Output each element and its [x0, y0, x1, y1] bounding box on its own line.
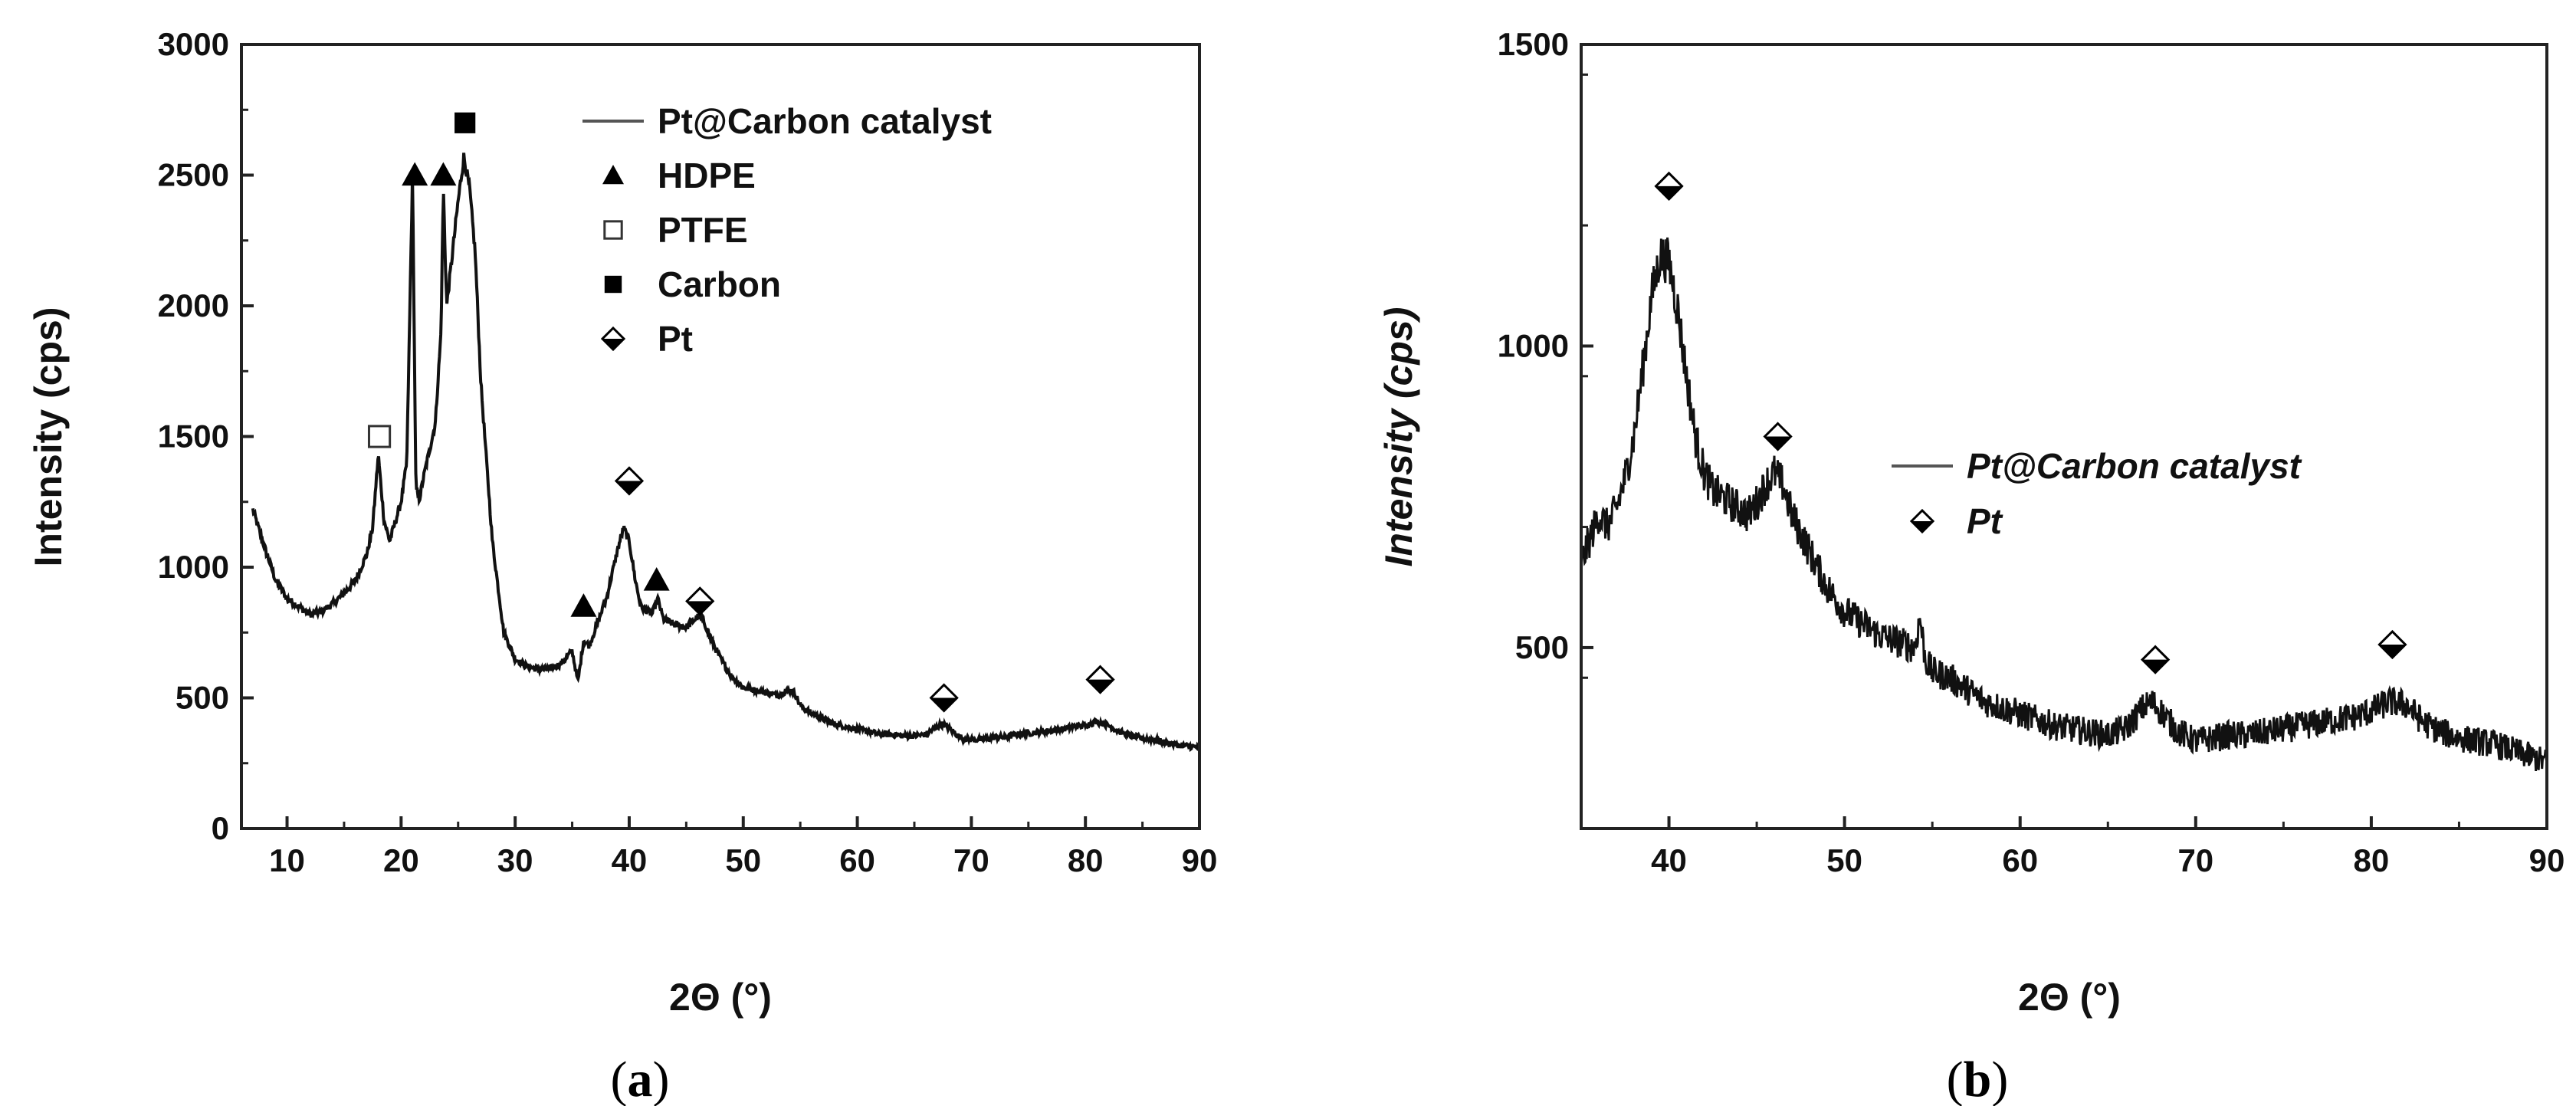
legend-item-pt: Pt — [1909, 501, 2003, 541]
legend-symbol-hdpe — [602, 165, 624, 185]
pt-marker — [1654, 171, 1684, 202]
x-tick-label-40: 40 — [1651, 842, 1687, 878]
y-axis-label-b: Intensity (cps) — [1377, 307, 1420, 567]
x-tick-label-80: 80 — [1068, 842, 1104, 878]
legend-a: Pt@Carbon catalyst HDPE PTFE Carbon Pt — [582, 101, 992, 359]
series-b — [1581, 237, 2547, 772]
y-tick-label-2500: 2500 — [158, 157, 229, 193]
y-tick-label-1000: 1000 — [158, 549, 229, 585]
x-tick-label-10: 10 — [269, 842, 305, 878]
x-axis-label-a: 2Θ (°) — [669, 976, 772, 1019]
x-axis-label-b: 2Θ (°) — [2018, 976, 2121, 1019]
legend-item-ptfe: PTFE — [603, 210, 748, 250]
chart-panel-b: 40 50 60 70 80 90 500 1000 1500 Pt@Carbon cataly… — [1377, 26, 2565, 1106]
panel-caption-b: (b) — [1947, 1052, 2009, 1106]
ptfe-marker — [367, 425, 392, 448]
y-tick-label-0: 0 — [212, 810, 229, 846]
y-tick-label-1500: 1500 — [158, 418, 229, 455]
legend-label-pt: Pt — [658, 319, 693, 359]
y-axis-label-b-text: Intensity (cps) — [1377, 307, 1420, 567]
y-tick-label-500: 500 — [1515, 629, 1569, 665]
legend-label-pt-carbon-catalyst: Pt@Carbon catalyst — [658, 101, 992, 141]
y-tick-label-500: 500 — [176, 680, 229, 716]
x-tick-label-40: 40 — [612, 842, 648, 878]
legend-b: Pt@Carbon catalyst Pt — [1892, 446, 2302, 541]
legend-item-pt-carbon-catalyst: Pt@Carbon catalyst — [1892, 446, 2302, 486]
x-tick-label-90: 90 — [2529, 842, 2565, 878]
plot-frame-b — [1580, 43, 2548, 830]
x-tick-label-90: 90 — [1182, 842, 1218, 878]
y-tick-label-1000: 1000 — [1498, 327, 1569, 363]
x-tick-label-80: 80 — [2354, 842, 2390, 878]
markers-a — [367, 112, 1115, 713]
legend-item-pt: Pt — [600, 319, 693, 359]
x-axis-label-b-text: 2Θ (°) — [2018, 976, 2121, 1019]
legend-label-carbon: Carbon — [658, 264, 781, 304]
pt-marker — [1763, 422, 1793, 451]
chart-panel-a: 10 20 30 40 50 60 70 80 90 0 500 1000 1500 2000 2500 30… — [27, 26, 1217, 1106]
panel-caption-a-letter: a — [628, 1052, 653, 1106]
legend-symbol-ptfe — [603, 220, 623, 240]
hdpe-marker — [570, 593, 597, 617]
y-tick-label-1500: 1500 — [1498, 26, 1569, 62]
legend-label-ptfe: PTFE — [658, 210, 748, 250]
legend-symbol-carbon — [604, 275, 622, 294]
legend-label-pt-carbon-catalyst: Pt@Carbon catalyst — [1967, 446, 2302, 486]
x-tick-label-70: 70 — [2177, 842, 2213, 878]
x-tick-label-30: 30 — [497, 842, 533, 878]
ticks-b: 40 50 60 70 80 90 500 1000 1500 — [1498, 26, 2565, 878]
x-axis-label-a-text: 2Θ (°) — [669, 976, 772, 1019]
pt-marker — [685, 586, 715, 616]
y-axis-label-a: Intensity (cps) — [27, 307, 70, 567]
hdpe-marker — [643, 567, 670, 591]
panel-caption-a: (a) — [611, 1052, 670, 1106]
pt-marker — [614, 466, 645, 496]
x-tick-label-20: 20 — [383, 842, 419, 878]
x-tick-label-50: 50 — [1826, 842, 1862, 878]
pt-marker — [2141, 645, 2171, 674]
legend-label-pt: Pt — [1967, 501, 2003, 541]
legend-item-pt-carbon-catalyst: Pt@Carbon catalyst — [582, 101, 992, 141]
x-tick-label-60: 60 — [839, 842, 875, 878]
pt-marker — [929, 683, 959, 713]
x-tick-label-50: 50 — [725, 842, 761, 878]
hdpe-marker — [430, 162, 457, 186]
pt-marker — [2377, 629, 2407, 660]
pt-marker — [1085, 665, 1115, 694]
legend-item-carbon: Carbon — [604, 264, 781, 304]
series-line-pt-carbon-catalyst-b — [1581, 237, 2547, 772]
markers-b — [1654, 171, 2407, 674]
legend-symbol-pt — [600, 326, 626, 352]
x-tick-label-70: 70 — [953, 842, 989, 878]
legend-symbol-pt — [1909, 508, 1935, 534]
ticks-a: 10 20 30 40 50 60 70 80 90 0 500 1000 1500 2000 2500 30… — [158, 26, 1218, 878]
series-a — [251, 153, 1199, 753]
carbon-marker — [454, 112, 476, 133]
y-tick-label-3000: 3000 — [158, 26, 229, 62]
plot-frame-a — [240, 43, 1201, 830]
panel-caption-b-letter: b — [1964, 1052, 1992, 1106]
hdpe-marker — [402, 162, 428, 186]
x-tick-label-60: 60 — [2002, 842, 2038, 878]
legend-item-hdpe: HDPE — [602, 156, 756, 195]
y-axis-label-a-text: Intensity (cps) — [27, 307, 70, 567]
series-line-pt-carbon-catalyst-a — [251, 153, 1199, 753]
y-tick-label-2000: 2000 — [158, 287, 229, 323]
legend-label-hdpe: HDPE — [658, 156, 756, 195]
